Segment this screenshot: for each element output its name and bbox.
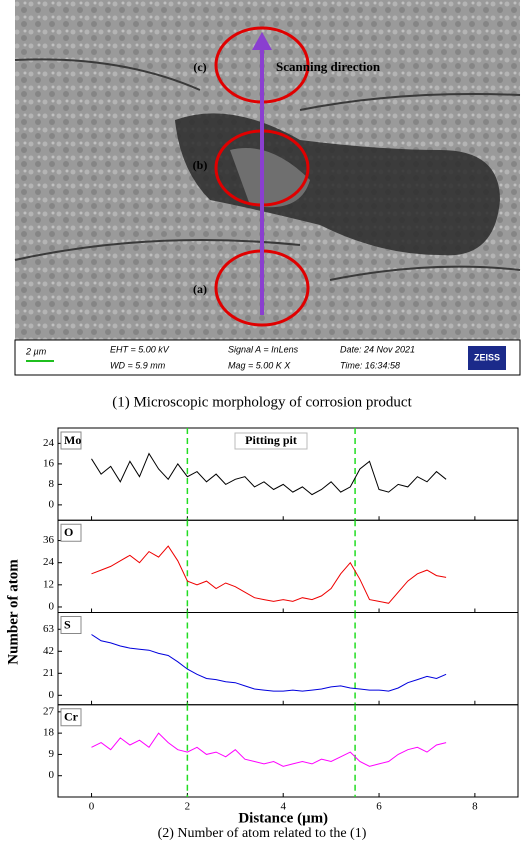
panel-frame: [57, 704, 519, 798]
data-line: [91, 634, 447, 692]
logo-text: ZEISS: [474, 352, 500, 362]
legend-label: S: [64, 617, 71, 631]
info: Signal A = InLens: [228, 344, 299, 354]
y-tick-label: 21: [43, 667, 54, 679]
y-tick-label: 0: [49, 689, 55, 701]
annotation: Pitting pit: [245, 433, 297, 447]
legend-label: Mo: [64, 433, 81, 447]
legend-box: [60, 523, 82, 542]
y-tick-label: 24: [43, 437, 55, 449]
y-tick-label: 12: [43, 578, 54, 590]
y-tick-label: 18: [43, 727, 55, 739]
data-line: [91, 452, 447, 496]
legend-box: [60, 708, 82, 727]
y-tick-label: 0: [49, 769, 55, 781]
y-tick-label: 0: [49, 498, 55, 510]
region-label: (b): [193, 158, 208, 172]
y-tick-label: 36: [43, 534, 55, 546]
data-line: [91, 732, 447, 767]
sem-image: [14, 0, 521, 376]
arrow-label: Scanning direction: [276, 59, 381, 74]
y-tick-label: 16: [43, 457, 55, 469]
info: WD = 5.9 mm: [110, 360, 166, 370]
info: Date: 24 Nov 2021: [340, 344, 415, 354]
annotation-box: [234, 432, 308, 450]
x-tick-label: 8: [472, 801, 478, 813]
y-tick-label: 24: [43, 556, 55, 568]
x-axis-label: Distance (μm): [238, 810, 328, 826]
logo: [468, 346, 506, 370]
x-tick-label: 4: [280, 801, 286, 813]
info: EHT = 5.00 kV: [110, 344, 170, 354]
legend-box: [60, 616, 82, 634]
caption: (2) Number of atom related to the (1): [158, 826, 367, 841]
legend-box: [60, 431, 82, 450]
region-label: (c): [193, 60, 206, 74]
y-tick-label: 63: [43, 623, 55, 635]
y-tick-label: 0: [49, 600, 55, 612]
legend-label: O: [64, 525, 73, 539]
x-tick-label: 6: [376, 801, 382, 813]
info: Mag = 5.00 K X: [228, 360, 291, 370]
info: Time: 16:34:58: [340, 360, 400, 370]
y-tick-label: 27: [43, 705, 55, 717]
y-tick-label: 42: [43, 645, 54, 657]
y-tick-label: 8: [49, 478, 55, 490]
region-label: (a): [193, 282, 207, 296]
y-axis-label: Number of atom: [5, 559, 21, 665]
caption: (1) Microscopic morphology of corrosion …: [112, 394, 412, 410]
legend-label: Cr: [64, 710, 79, 724]
scale-label: 2 µm: [25, 346, 47, 356]
panel-frame: [57, 519, 519, 613]
data-line: [91, 545, 447, 604]
y-tick-label: 9: [49, 748, 55, 760]
x-tick-label: 0: [89, 801, 95, 813]
x-tick-label: 2: [185, 801, 191, 813]
